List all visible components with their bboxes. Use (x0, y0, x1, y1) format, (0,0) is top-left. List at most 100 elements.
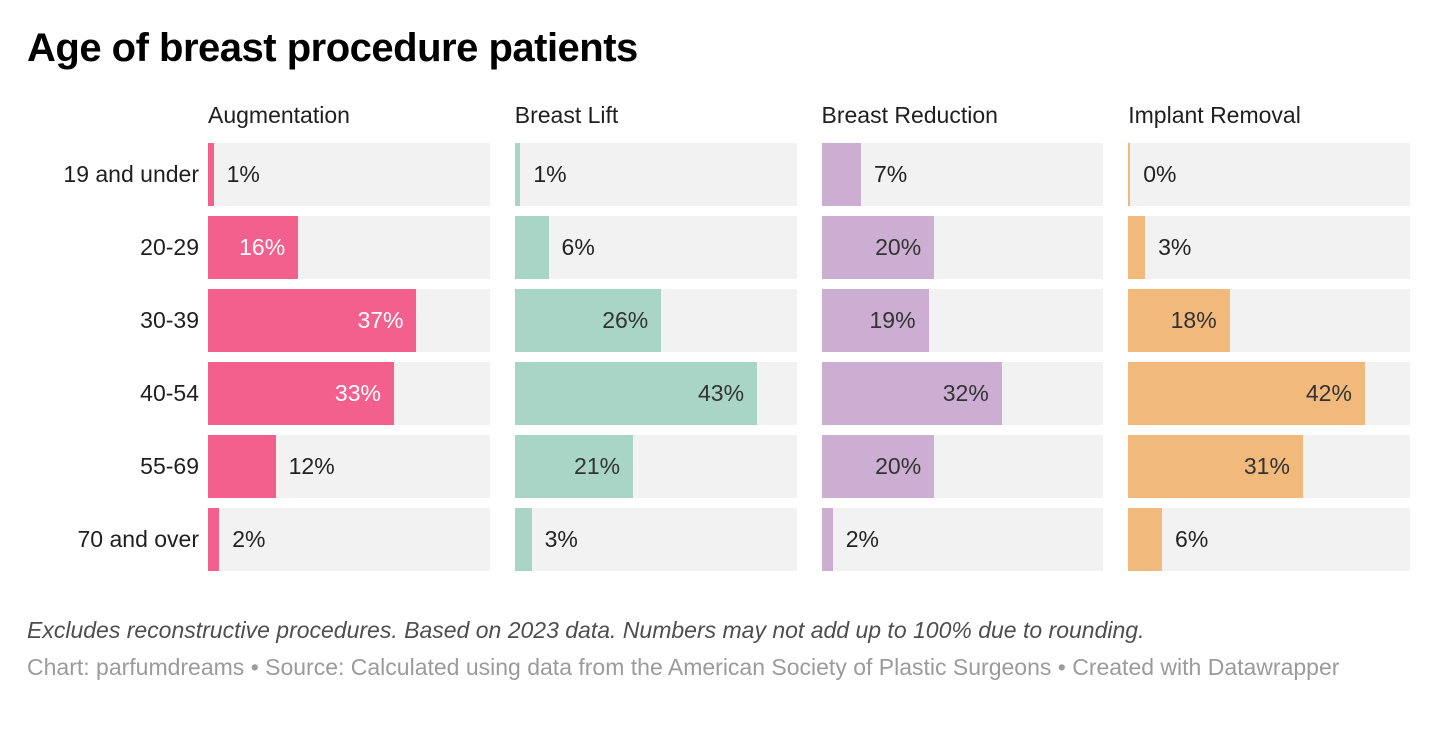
bar-track: 26% (514, 289, 797, 352)
bar-track: 6% (514, 216, 797, 279)
series-header-row: Augmentation Breast Lift Breast Reduction I… (27, 102, 1410, 129)
bar (208, 435, 276, 498)
bar (208, 143, 214, 206)
bar (514, 143, 521, 206)
row-tracks: 1% 1% 7% 0% (208, 143, 1410, 206)
bar-value-label: 43% (698, 380, 745, 406)
bar-value-label: 2% (845, 526, 880, 552)
bar-track: 21% (514, 435, 797, 498)
bar-track: 42% (1128, 362, 1410, 425)
bar-value-label: 42% (1305, 380, 1352, 406)
bar-track: 16% (208, 216, 490, 279)
chart-row: 20-29 16% 6% 20% 3% (27, 216, 1410, 279)
bar-track: 37% (208, 289, 490, 352)
bar-value-label: 0% (1143, 161, 1177, 187)
bar-value-label: 1% (533, 161, 567, 187)
bar-track: 7% (821, 143, 1104, 206)
bar-value-label: 7% (873, 161, 908, 187)
bar-track: 0% (1128, 143, 1410, 206)
bar: 37% (208, 289, 417, 352)
chart-notes: Excludes reconstructive procedures. Base… (27, 617, 1145, 643)
series-header: Breast Lift (514, 102, 619, 128)
bar: 19% (821, 289, 929, 352)
bar-value-label: 6% (561, 234, 595, 260)
bar (1128, 143, 1131, 206)
series-header: Implant Removal (1128, 102, 1301, 128)
bar: 26% (514, 289, 662, 352)
bar-value-label: 21% (574, 453, 621, 479)
bar-value-label: 20% (875, 234, 922, 260)
bar-track: 20% (821, 216, 1104, 279)
row-tracks: 12% 21% 20% 31% (208, 435, 1410, 498)
row-label: 70 and over (77, 526, 199, 552)
bar: 20% (821, 216, 935, 279)
bar-value-label: 6% (1175, 526, 1209, 552)
bar (514, 508, 532, 571)
bar-value-label: 33% (334, 380, 381, 406)
bar-value-label: 19% (869, 307, 916, 333)
bar-value-label: 2% (232, 526, 266, 552)
bar-track: 2% (821, 508, 1104, 571)
bar: 21% (514, 435, 634, 498)
chart-row: 40-54 33% 43% 32% 42% (27, 362, 1410, 425)
bar: 20% (821, 435, 935, 498)
row-label: 55-69 (140, 453, 199, 479)
bar (1128, 508, 1163, 571)
bar-track: 12% (208, 435, 490, 498)
bar-track: 33% (208, 362, 490, 425)
chart-attribution: Chart: parfumdreams • Source: Calculated… (27, 654, 1340, 680)
series-headers: Augmentation Breast Lift Breast Reduction I… (208, 102, 1410, 129)
row-tracks: 16% 6% 20% 3% (208, 216, 1410, 279)
bar-track: 20% (821, 435, 1104, 498)
bar-track: 2% (208, 508, 490, 571)
bar-value-label: 31% (1243, 453, 1290, 479)
bar-track: 3% (1128, 216, 1410, 279)
bar (821, 143, 861, 206)
bar-track: 43% (514, 362, 797, 425)
bar-track: 32% (821, 362, 1104, 425)
bar-track: 1% (514, 143, 797, 206)
bar-track: 31% (1128, 435, 1410, 498)
row-tracks: 37% 26% 19% 18% (208, 289, 1410, 352)
bar: 42% (1128, 362, 1365, 425)
bar-value-label: 26% (602, 307, 649, 333)
row-label: 30-39 (140, 307, 199, 333)
bar-value-label: 37% (357, 307, 404, 333)
bar: 32% (821, 362, 1002, 425)
bar-value-label: 3% (544, 526, 578, 552)
bar (1128, 216, 1146, 279)
chart-row: 30-39 37% 26% 19% 18% (27, 289, 1410, 352)
bar (821, 508, 833, 571)
bar-track: 1% (208, 143, 490, 206)
bar-value-label: 12% (288, 453, 335, 479)
row-label: 40-54 (140, 380, 199, 406)
bar-value-label: 20% (875, 453, 922, 479)
bar-track: 18% (1128, 289, 1410, 352)
bar: 31% (1128, 435, 1303, 498)
chart-row: 55-69 12% 21% 20% 31% (27, 435, 1410, 498)
series-header: Breast Reduction (821, 102, 998, 128)
bar-track: 6% (1128, 508, 1410, 571)
header-spacer (27, 102, 208, 129)
row-tracks: 2% 3% 2% 6% (208, 508, 1410, 571)
row-label: 20-29 (140, 234, 199, 260)
bar: 43% (514, 362, 758, 425)
bar-value-label: 3% (1158, 234, 1192, 260)
bar: 16% (208, 216, 299, 279)
chart-rows: 19 and under 1% 1% 7% 0% 20-29 16% 6% 20% 3% 30-39… (27, 143, 1410, 571)
chart-row: 70 and over 2% 3% 2% 6% (27, 508, 1410, 571)
series-header: Augmentation (208, 102, 350, 128)
bar-track: 3% (514, 508, 797, 571)
row-label: 19 and under (63, 161, 199, 187)
bar-track: 19% (821, 289, 1104, 352)
bar-value-label: 18% (1170, 307, 1217, 333)
row-tracks: 33% 43% 32% 42% (208, 362, 1410, 425)
bar (208, 508, 220, 571)
bar: 18% (1128, 289, 1230, 352)
chart-row: 19 and under 1% 1% 7% 0% (27, 143, 1410, 206)
chart-title: Age of breast procedure patients (27, 26, 638, 70)
bar-value-label: 1% (226, 161, 260, 187)
bar (514, 216, 549, 279)
bar-value-label: 16% (239, 234, 286, 260)
